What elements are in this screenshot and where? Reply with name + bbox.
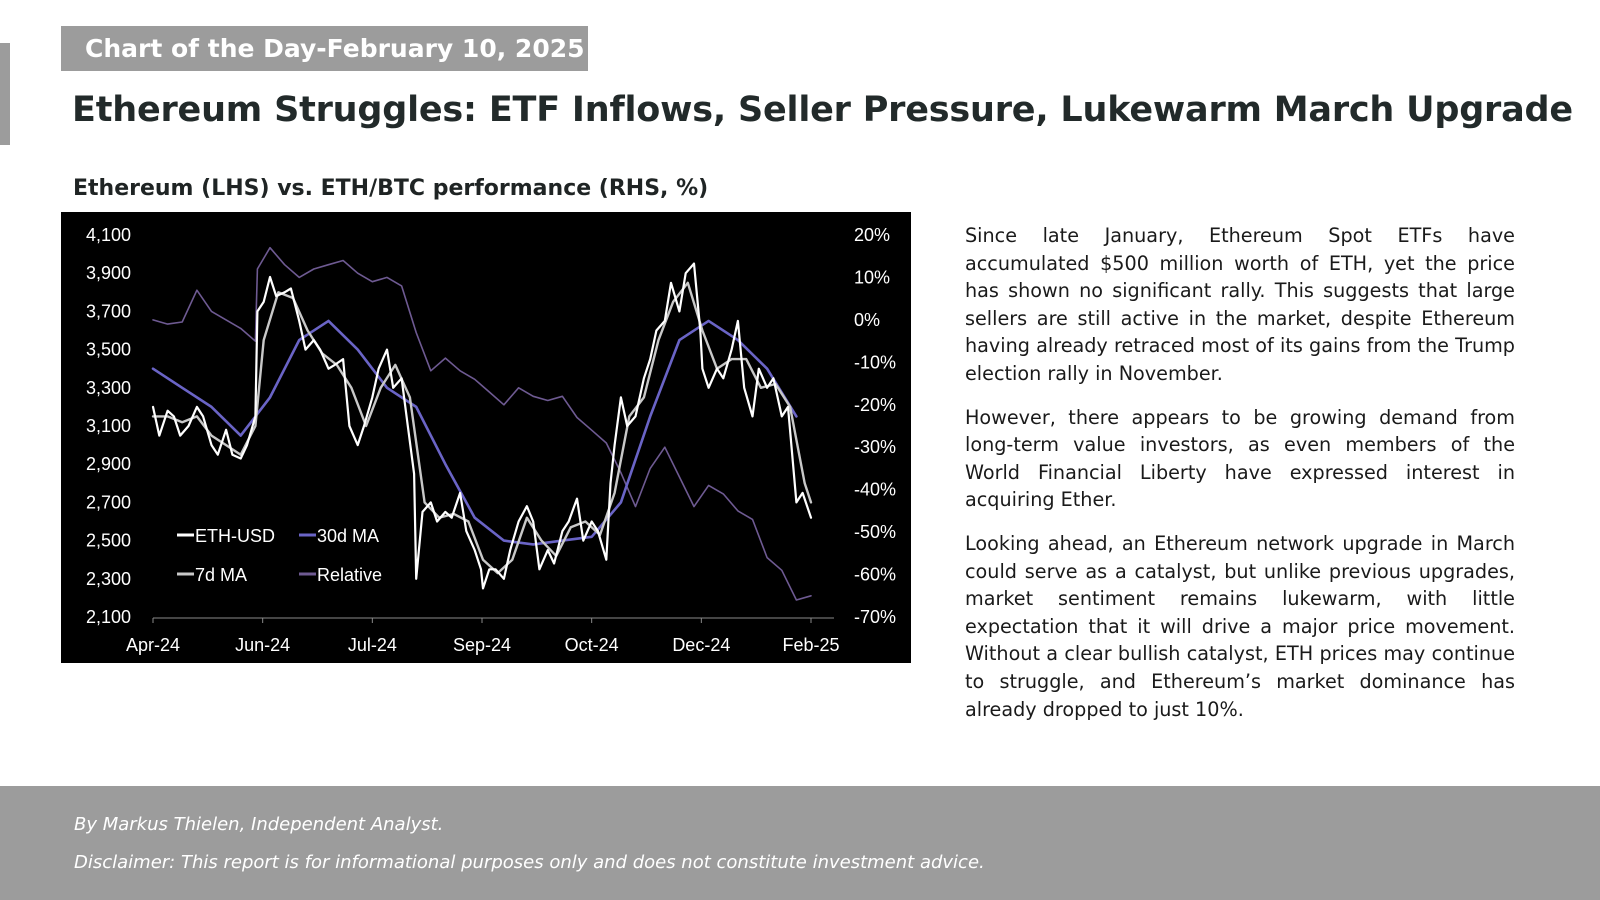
y-right-tick-label: -20% [854,395,896,415]
y-left-tick-label: 3,500 [86,340,131,360]
y-right-tick-label: 10% [854,267,890,287]
y-left-tick-label: 2,700 [86,492,131,512]
y-right-tick-label: -70% [854,607,896,627]
chart-title: Ethereum (LHS) vs. ETH/BTC performance (… [73,176,709,201]
x-tick-label: Jun-24 [235,635,290,655]
y-right-tick-label: -50% [854,522,896,542]
y-right-tick-label: -40% [854,480,896,500]
y-left-tick-label: 2,900 [86,454,131,474]
series-line-eth-usd [151,262,813,590]
commentary-paragraph-1: Since late January, Ethereum Spot ETFs h… [965,224,1515,385]
x-tick-label: Apr-24 [126,635,180,655]
chart-svg: 4,100 3,900 3,700 3,500 3,300 3,100 2,900 2,700… [86,225,896,655]
commentary: Since late January, Ethereum Spot ETFs h… [965,222,1515,739]
y-right-tick-label: 0% [854,310,880,330]
y-right-tick-label: -60% [854,565,896,585]
legend-label: 30d MA [317,526,379,546]
legend-label: Relative [317,565,382,585]
commentary-paragraph-2: However, there appears to be growing dem… [965,405,1515,512]
series-line-7d-ma [151,281,813,575]
y-left-tick-label: 2,100 [86,607,131,627]
commentary-paragraph-3: Looking ahead, an Ethereum network upgra… [965,531,1515,721]
x-tick-label: Oct-24 [565,635,619,655]
y-left-tick-label: 2,500 [86,531,131,551]
legend-label: 7d MA [195,565,247,585]
x-tick-label: Jul-24 [348,635,397,655]
footer: By Markus Thielen, Independent Analyst. … [0,786,1600,900]
accent-bar [0,43,10,145]
author-byline: By Markus Thielen, Independent Analyst. [74,814,444,835]
y-left-tick-label: 3,900 [86,263,131,283]
x-tick-label: Dec-24 [672,635,730,655]
y-left-tick-label: 3,100 [86,416,131,436]
x-tick-label: Feb-25 [782,635,839,655]
series-line-relative [152,246,812,601]
series-line-30d-ma [151,319,798,546]
y-right-tick-label: 20% [854,225,890,245]
page-title: Ethereum Struggles: ETF Inflows, Seller … [72,90,1573,130]
disclaimer: Disclaimer: This report is for informati… [74,852,985,873]
legend-label: ETH-USD [195,526,275,546]
y-left-tick-label: 4,100 [86,225,131,245]
y-right-tick-label: -10% [854,352,896,372]
y-left-tick-label: 2,300 [86,569,131,589]
y-left-tick-label: 3,700 [86,301,131,321]
chart-of-the-day-tag: Chart of the Day-February 10, 2025 [61,26,588,71]
y-right-tick-label: -30% [854,437,896,457]
chart-panel: 4,100 3,900 3,700 3,500 3,300 3,100 2,900 2,700… [61,212,911,663]
x-tick-label: Sep-24 [453,635,511,655]
y-left-tick-label: 3,300 [86,378,131,398]
